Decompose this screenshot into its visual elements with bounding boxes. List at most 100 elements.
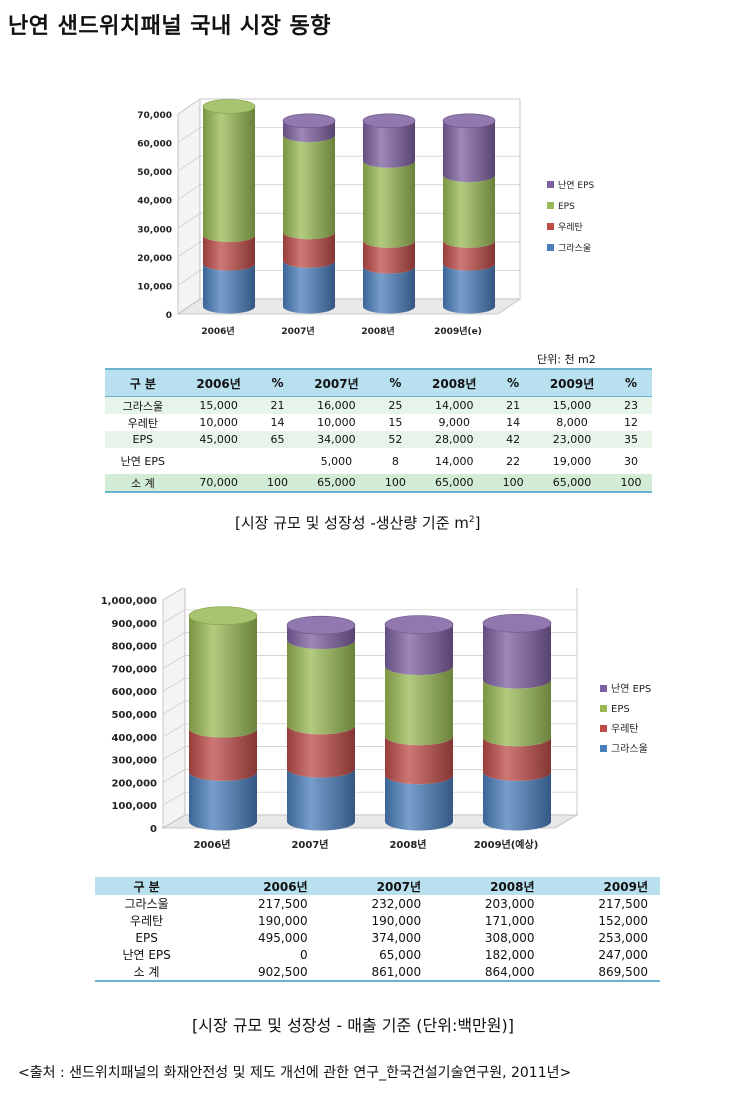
bar-segment — [287, 640, 355, 735]
table-cell: 374,000 — [371, 930, 422, 945]
table-row: EPS 495,000 374,000 308,000 253,000 — [95, 929, 660, 946]
sales-chart: 0 100,000 200,000 300,000 400,000 500,000 600,… — [95, 586, 705, 860]
legend-swatch — [600, 745, 607, 752]
table1-unit: 단위: 천 m2 — [537, 353, 596, 366]
bar-top — [286, 615, 356, 635]
bar-segment — [203, 106, 255, 243]
bar-segment — [287, 725, 355, 778]
bar-segment — [385, 736, 453, 785]
table-cell: 232,000 — [371, 896, 422, 911]
bar-top — [362, 113, 416, 129]
legend-label: 그라스울 — [611, 743, 648, 755]
table-cell: 소 계 — [105, 474, 181, 493]
y-tick-label: 70,000 — [137, 111, 172, 121]
table-cell: 308,000 — [484, 930, 535, 945]
y-tick-label: 300,000 — [111, 756, 157, 767]
chart-floor — [176, 298, 522, 315]
table-cell: 16,000 — [298, 396, 375, 414]
table-cell: 23,000 — [534, 431, 610, 448]
legend-swatch — [547, 181, 554, 188]
bar-top — [282, 113, 336, 129]
bar-segment — [483, 623, 551, 689]
table-header-cell: % — [256, 368, 299, 397]
table-cell: 100 — [492, 474, 535, 493]
bar-top — [188, 606, 258, 626]
source-note: <출처 : 샌드위치패널의 화재안전성 및 제도 개선에 관한 연구_한국건설기… — [18, 1065, 572, 1081]
table-cell: 100 — [609, 474, 652, 493]
table-row: 그라스울 217,500 232,000 203,000 217,500 — [95, 895, 660, 912]
table-cell: 65,000 — [416, 474, 493, 493]
x-tick-label: 2008년 — [389, 838, 426, 851]
table-cell: 217,500 — [598, 896, 648, 911]
x-tick-label: 2006년 — [201, 325, 234, 337]
bar-segment — [283, 120, 335, 143]
table-cell — [256, 448, 299, 474]
table-row: 소 계 70,000 100 65,000 100 65,000 100 65,000 100 — [105, 474, 652, 493]
x-tick-label: 2007년 — [281, 325, 314, 337]
bar-segment — [189, 771, 257, 831]
bar-segment — [283, 260, 335, 314]
legend-label: 그라스울 — [558, 243, 591, 254]
table-cell: 14 — [256, 414, 299, 431]
bar-top — [384, 615, 454, 634]
table-cell: 864,000 — [433, 963, 547, 982]
table-cell: 5,000 — [298, 448, 375, 474]
bar-top — [202, 99, 256, 114]
y-tick-label: 10,000 — [137, 282, 172, 292]
table-cell: 902,500 — [206, 963, 320, 982]
legend-swatch — [600, 705, 607, 712]
table-cell: 21 — [256, 396, 299, 414]
sales-chart-svg: 0 100,000 200,000 300,000 400,000 500,000 600,… — [101, 586, 651, 851]
table-cell: 22 — [492, 448, 535, 474]
bar-segment — [189, 728, 257, 781]
table-cell: 14,000 — [416, 448, 493, 474]
legend-label: 난연 EPS — [558, 180, 595, 191]
y-tick-label: 700,000 — [111, 664, 157, 675]
table-header-cell: 2006년 — [206, 877, 320, 895]
table-cell: 10,000 — [298, 414, 375, 431]
bar-segment — [385, 624, 453, 676]
table-cell: 난연 EPS — [122, 948, 171, 962]
table-row: EPS 45,000 65 34,000 52 28,000 42 23,000 35 — [105, 431, 652, 448]
bar-segment — [443, 240, 495, 271]
bar-segment — [189, 615, 257, 738]
caption-sales: [시장 규모 및 성장성 - 매출 기준 (단위:백만원)] — [192, 1016, 514, 1035]
table-header-cell: 구 분 — [105, 368, 181, 397]
bar-top — [482, 613, 552, 633]
legend-label: EPS — [558, 202, 575, 212]
table-cell: 그라스울 — [124, 897, 169, 911]
legend-swatch — [547, 244, 554, 251]
table-cell: 25 — [374, 396, 417, 414]
table-header-cell: 2007년 — [319, 877, 434, 895]
x-tick-label: 2006년 — [193, 838, 230, 851]
table-cell: 52 — [374, 431, 417, 448]
table-cell: 15,000 — [180, 396, 257, 414]
table-row: 우레탄 190,000 190,000 171,000 152,000 — [95, 912, 660, 929]
table-cell: 9,000 — [416, 414, 493, 431]
bar-segment — [363, 120, 415, 168]
table-cell: 14 — [492, 414, 535, 431]
table-cell: 65,000 — [379, 947, 422, 962]
bar-segment — [283, 232, 335, 268]
bar-segment — [443, 263, 495, 314]
table-cell: 70,000 — [180, 474, 257, 493]
production-chart: 0 10,000 20,000 30,000 40,000 50,000 60,000 70,… — [100, 92, 620, 350]
table-cell: 171,000 — [484, 913, 535, 928]
table-cell — [180, 448, 257, 474]
sales-table: 구 분 2006년 2007년 2008년 2009년 그라스울 217,500 232,0… — [95, 877, 660, 982]
table-cell: 65,000 — [298, 474, 375, 493]
bar-segment — [483, 679, 551, 747]
table-header-cell: 2009년 — [546, 877, 660, 895]
table-cell: 152,000 — [598, 913, 648, 928]
table-cell: 35 — [609, 431, 652, 448]
caption-production: [시장 규모 및 성장성 -생산량 기준 m2] — [235, 514, 481, 532]
table-cell: 495,000 — [258, 930, 308, 945]
table-cell: 100 — [256, 474, 299, 493]
table-cell: 34,000 — [298, 431, 375, 448]
table-header-cell: 2009년 — [534, 368, 610, 397]
bar-segment — [443, 175, 495, 248]
table-cell: 869,500 — [546, 963, 660, 982]
y-tick-label: 30,000 — [137, 225, 172, 235]
legend-swatch — [547, 202, 554, 209]
bar-segment — [385, 775, 453, 831]
